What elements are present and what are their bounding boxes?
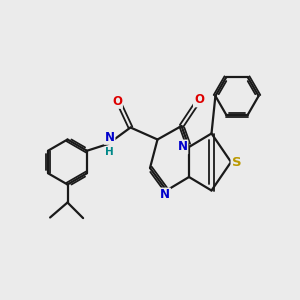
Text: O: O (194, 93, 204, 106)
Text: N: N (104, 131, 115, 144)
Text: N: N (177, 140, 188, 154)
Text: O: O (112, 95, 122, 108)
Text: H: H (105, 147, 114, 158)
Text: S: S (232, 155, 241, 169)
Text: N: N (160, 188, 170, 202)
